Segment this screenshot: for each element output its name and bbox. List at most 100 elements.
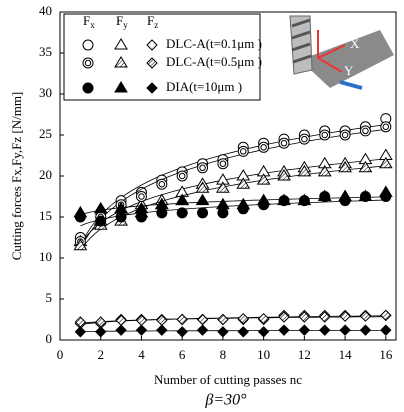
marker — [359, 125, 371, 137]
marker — [237, 312, 249, 325]
legend-label: DLC-A(t=0.1μm ) — [166, 36, 262, 51]
marker — [176, 313, 188, 326]
marker — [359, 324, 372, 336]
marker — [216, 197, 230, 210]
marker-inner-ring — [321, 131, 328, 139]
legend-header: Fz — [147, 13, 158, 30]
marker — [297, 164, 312, 177]
marker — [378, 185, 393, 197]
marker — [156, 314, 168, 327]
marker — [380, 324, 392, 336]
x-tick-label: 12 — [298, 347, 311, 362]
trendline — [80, 316, 386, 324]
x-tick-label: 16 — [379, 347, 393, 362]
marker — [298, 133, 310, 145]
marker — [197, 207, 209, 219]
legend-header-symbol: F — [147, 13, 154, 28]
marker — [146, 82, 158, 94]
marker — [95, 215, 107, 227]
marker-inner-ring — [199, 164, 206, 172]
marker — [114, 81, 128, 93]
marker — [156, 207, 168, 219]
marker — [175, 193, 190, 206]
inset-label: Y — [344, 63, 354, 78]
marker — [380, 309, 392, 322]
marker — [339, 324, 351, 336]
marker — [339, 310, 351, 322]
y-tick-label: 25 — [39, 126, 52, 141]
marker — [319, 129, 331, 141]
marker — [358, 189, 373, 201]
marker — [380, 121, 392, 133]
inset-image — [282, 14, 394, 90]
marker — [258, 141, 270, 153]
marker — [338, 189, 352, 201]
marker — [297, 193, 312, 206]
marker — [146, 39, 158, 51]
trendline — [80, 196, 386, 216]
inset-label: Z — [326, 24, 334, 39]
marker — [135, 314, 148, 327]
marker — [358, 160, 373, 173]
marker-inner-ring — [362, 127, 369, 135]
y-tick-label: 20 — [39, 167, 52, 182]
marker — [82, 57, 94, 69]
legend-box — [63, 13, 261, 101]
marker-inner-ring — [138, 193, 145, 200]
legend-header-subscript: z — [154, 20, 158, 30]
marker — [146, 57, 158, 69]
marker-inner-ring — [382, 123, 390, 131]
trendline — [80, 128, 386, 250]
trendline — [80, 199, 386, 227]
x-tick-label: 2 — [97, 347, 104, 362]
marker — [156, 178, 168, 190]
inset-label: X — [350, 36, 360, 51]
marker — [176, 207, 188, 219]
legend-header: Fy — [116, 13, 128, 30]
x-tick-label: 0 — [57, 347, 64, 362]
y-tick-label: 35 — [39, 44, 52, 59]
marker — [74, 326, 87, 338]
legend-header-symbol: F — [116, 13, 123, 28]
marker — [82, 39, 94, 51]
x-tick-label: 4 — [138, 347, 145, 362]
x-tick-label: 14 — [339, 347, 353, 362]
marker — [339, 129, 351, 141]
marker — [217, 313, 229, 326]
legend-label: DLC-A(t=0.5μm ) — [166, 54, 262, 69]
marker-inner-ring — [301, 135, 308, 143]
marker — [298, 311, 311, 323]
marker — [359, 310, 372, 322]
marker — [317, 189, 332, 201]
y-tick-label: 5 — [46, 290, 53, 305]
marker — [196, 313, 209, 326]
marker — [176, 170, 188, 182]
marker-inner-ring — [158, 180, 166, 188]
marker — [115, 324, 127, 336]
marker — [277, 193, 291, 206]
marker — [216, 181, 230, 193]
trendline — [80, 158, 386, 245]
marker-inner-ring — [280, 139, 288, 147]
legend-header-subscript: y — [123, 20, 128, 30]
marker — [73, 205, 88, 218]
marker — [278, 311, 290, 323]
marker — [256, 173, 271, 185]
marker-inner-ring — [84, 59, 92, 67]
marker — [115, 211, 127, 223]
y-axis-label: Cutting forces Fx,Fy,Fz [N/mm] — [9, 92, 24, 261]
x-axis-label: Number of cutting passes nc — [154, 372, 302, 387]
marker — [114, 201, 128, 214]
marker — [236, 177, 251, 189]
marker — [317, 164, 332, 177]
marker-inner-ring — [240, 148, 247, 155]
marker — [95, 326, 107, 338]
marker — [237, 326, 249, 338]
marker — [197, 162, 209, 174]
marker — [195, 193, 210, 206]
marker — [277, 169, 291, 181]
marker — [156, 324, 168, 336]
legend-header-symbol: F — [83, 13, 90, 28]
marker — [82, 82, 94, 94]
marker-inner-ring — [341, 131, 349, 139]
